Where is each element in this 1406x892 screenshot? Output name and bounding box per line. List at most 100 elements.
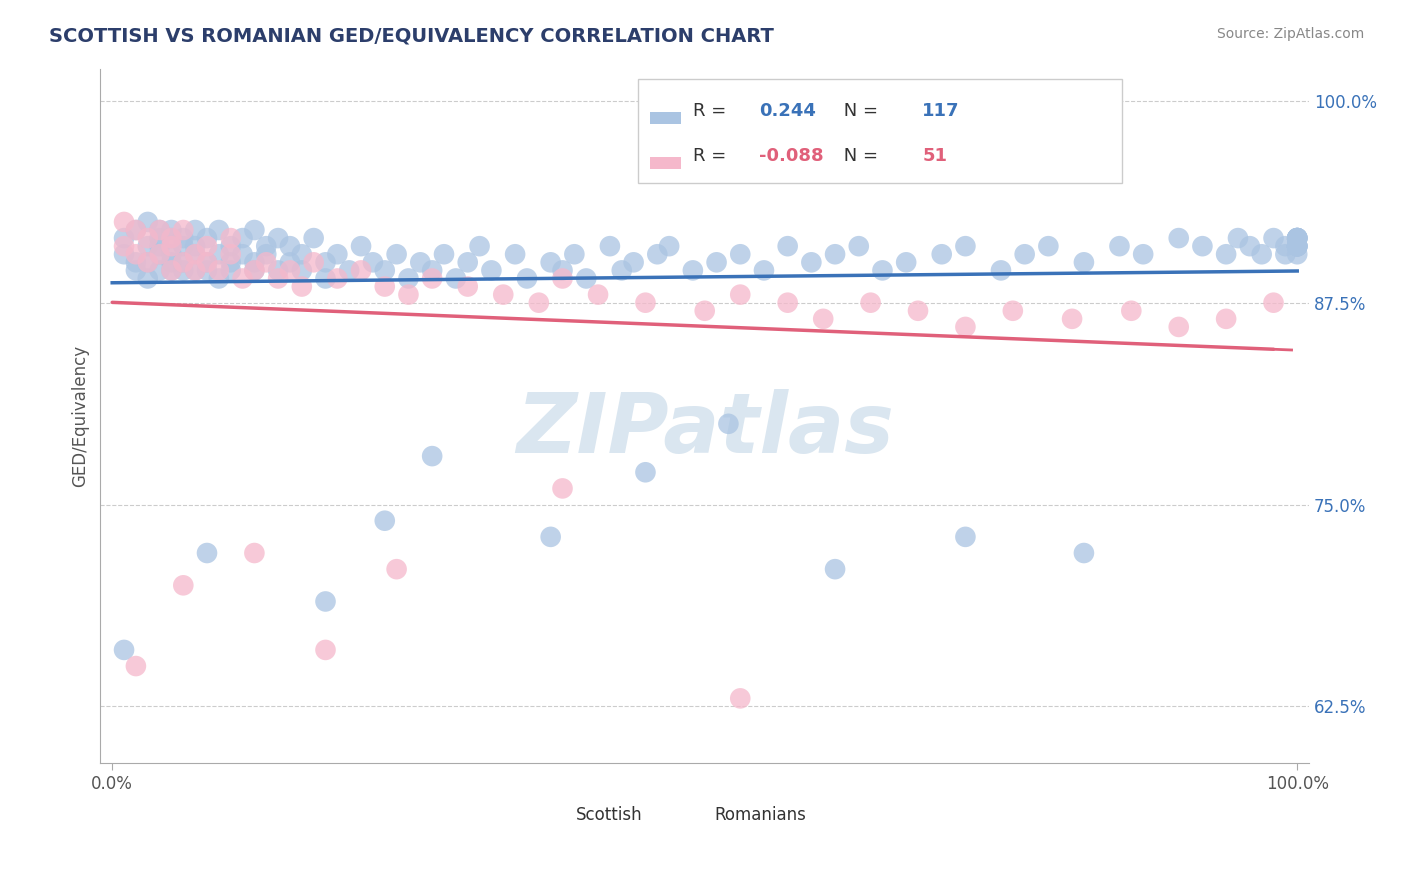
Point [350, 263, 373, 277]
Point [824, 247, 846, 261]
Point [872, 263, 894, 277]
Point [195, 255, 218, 269]
Point [208, 223, 231, 237]
Point [195, 263, 218, 277]
Point [278, 239, 301, 253]
Point [232, 271, 254, 285]
Point [112, 239, 135, 253]
Point [398, 271, 420, 285]
Point [1286, 231, 1309, 245]
Point [361, 255, 384, 269]
Point [527, 295, 550, 310]
Point [1167, 320, 1189, 334]
Point [160, 247, 183, 261]
Point [1132, 247, 1154, 261]
Point [1038, 239, 1060, 253]
Point [931, 247, 953, 261]
Point [420, 263, 443, 277]
Point [1263, 295, 1285, 310]
Point [243, 255, 266, 269]
Point [1286, 239, 1309, 253]
Point [1167, 231, 1189, 245]
Point [706, 255, 728, 269]
Point [481, 263, 503, 277]
Point [730, 287, 752, 301]
Point [219, 239, 242, 253]
Point [730, 691, 752, 706]
Point [160, 223, 183, 237]
FancyBboxPatch shape [651, 112, 681, 124]
Point [776, 295, 799, 310]
Point [730, 247, 752, 261]
Point [752, 263, 775, 277]
Point [385, 247, 408, 261]
Point [112, 215, 135, 229]
Y-axis label: GED/Equivalency: GED/Equivalency [72, 344, 89, 487]
Text: ZIPatlas: ZIPatlas [516, 389, 894, 470]
Point [503, 247, 526, 261]
FancyBboxPatch shape [681, 808, 707, 823]
Point [125, 223, 148, 237]
Point [385, 562, 408, 576]
Point [1286, 231, 1309, 245]
Point [184, 239, 207, 253]
Point [232, 231, 254, 245]
Point [682, 263, 704, 277]
Point [254, 255, 277, 269]
Point [278, 263, 301, 277]
Point [1014, 247, 1036, 261]
Point [374, 514, 396, 528]
Point [1001, 303, 1024, 318]
Point [149, 263, 172, 277]
Point [337, 263, 360, 277]
Text: N =: N = [838, 147, 883, 165]
Point [374, 279, 396, 293]
Text: 117: 117 [922, 102, 960, 120]
Text: N =: N = [838, 102, 883, 120]
Point [149, 223, 172, 237]
Point [551, 263, 574, 277]
Point [1250, 247, 1272, 261]
Point [267, 263, 290, 277]
Point [457, 279, 479, 293]
Text: R =: R = [693, 102, 731, 120]
Point [267, 231, 290, 245]
Point [610, 263, 633, 277]
Point [172, 255, 194, 269]
Point [776, 239, 799, 253]
Point [1286, 239, 1309, 253]
Point [420, 271, 443, 285]
Point [243, 263, 266, 277]
Point [315, 643, 337, 657]
Point [647, 247, 669, 261]
Point [564, 247, 586, 261]
Point [243, 223, 266, 237]
Point [184, 247, 207, 261]
Point [717, 417, 740, 431]
Point [243, 546, 266, 560]
Point [160, 231, 183, 245]
Point [457, 255, 479, 269]
Point [254, 247, 277, 261]
Point [634, 295, 657, 310]
Point [575, 271, 598, 285]
Text: Source: ZipAtlas.com: Source: ZipAtlas.com [1216, 27, 1364, 41]
Point [278, 255, 301, 269]
Point [291, 247, 314, 261]
Point [136, 255, 159, 269]
Text: Scottish: Scottish [575, 806, 643, 824]
Point [195, 255, 218, 269]
Point [291, 263, 314, 277]
Point [1274, 239, 1296, 253]
Point [693, 303, 716, 318]
Point [291, 279, 314, 293]
Point [184, 247, 207, 261]
Point [219, 231, 242, 245]
Point [1286, 231, 1309, 245]
Point [149, 247, 172, 261]
Point [195, 546, 218, 560]
Point [254, 239, 277, 253]
Point [208, 247, 231, 261]
Text: R =: R = [693, 147, 731, 165]
Point [136, 239, 159, 253]
